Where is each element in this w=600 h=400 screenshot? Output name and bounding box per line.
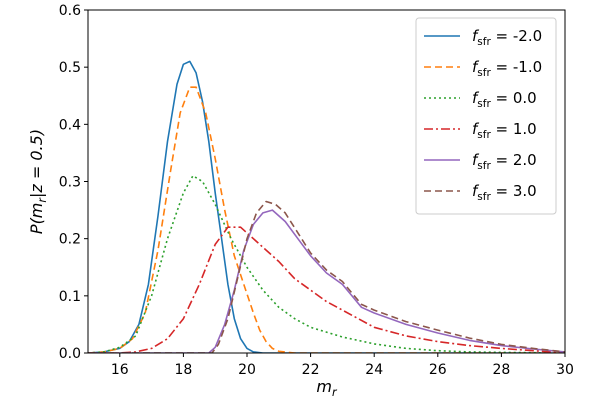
- legend-label-5: fsfr​ = 3.0: [472, 182, 537, 203]
- legend-label-1: fsfr​ = -1.0: [472, 58, 542, 79]
- x-tick-label: 20: [238, 362, 256, 378]
- y-tick-label: 0.1: [59, 289, 81, 305]
- y-tick-label: 0.4: [59, 117, 81, 133]
- x-tick-label: 18: [174, 362, 192, 378]
- curves-layer: [88, 60, 565, 353]
- series-line-3: [88, 226, 565, 353]
- legend-label-4: fsfr​ = 2.0: [472, 151, 537, 172]
- legend: fsfr​ = -2.0 fsfr​ = -1.0 fsfr​ = 0.0 fsfr​…: [415, 17, 557, 215]
- y-tick-label: 0.6: [59, 3, 81, 19]
- x-tick-label: 16: [111, 362, 129, 378]
- y-tick-label: 0.0: [59, 346, 81, 362]
- x-tick-label: 26: [429, 362, 447, 378]
- legend-label-2: fsfr​ = 0.0: [472, 89, 537, 110]
- legend-label-0: fsfr​ = -2.0: [472, 27, 542, 48]
- x-tick-label: 28: [492, 362, 510, 378]
- y-axis: 0.0 0.1 0.2 0.3 0.4 0.5 0.6: [59, 3, 88, 362]
- series-line-2: [88, 175, 565, 353]
- y-tick-label: 0.2: [59, 232, 81, 248]
- series-line-5: [88, 200, 565, 353]
- y-tick-label: 0.3: [59, 175, 81, 191]
- legend-label-3: fsfr​ = 1.0: [472, 120, 537, 141]
- series-line-4: [88, 209, 565, 353]
- y-tick-label: 0.5: [59, 60, 81, 76]
- x-tick-label: 22: [302, 362, 320, 378]
- x-axis-label: mr​: [316, 377, 338, 399]
- x-axis: 16 18 20 22 24 26 28 30: [111, 353, 574, 378]
- y-axis-label: P(mr​|z = 0.5): [27, 129, 49, 234]
- x-tick-label: 24: [365, 362, 383, 378]
- x-tick-label: 30: [556, 362, 574, 378]
- series-line-1: [88, 86, 565, 353]
